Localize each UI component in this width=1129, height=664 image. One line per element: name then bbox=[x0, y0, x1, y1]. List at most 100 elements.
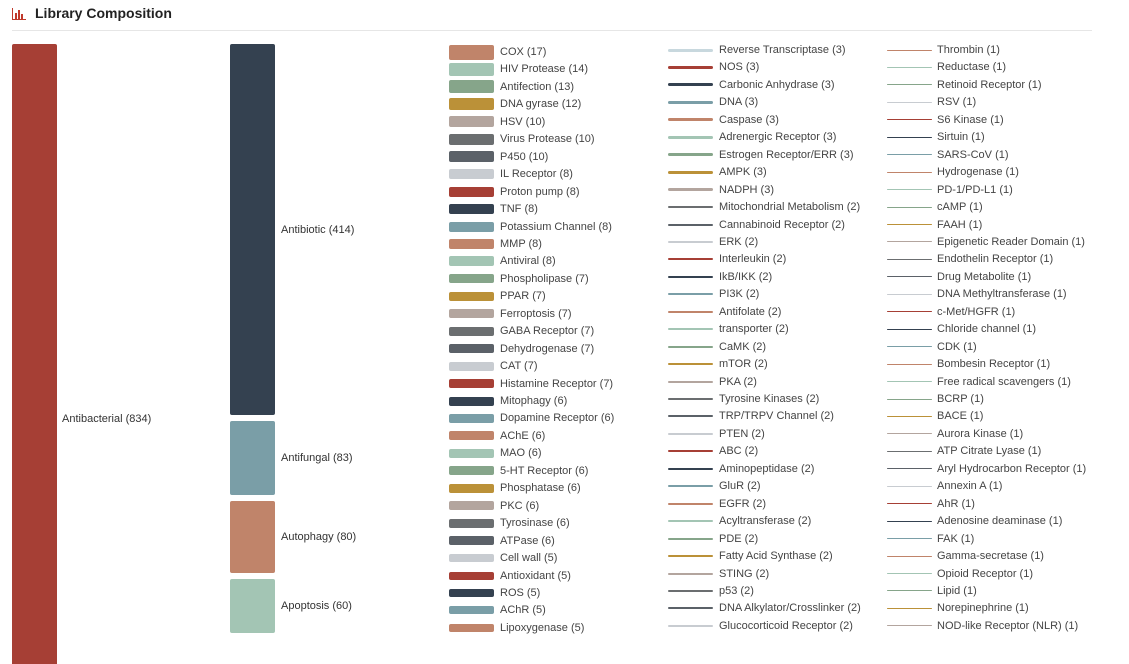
level3-swatch bbox=[449, 518, 494, 528]
level4-label: DNA Alkylator/Crosslinker (2) bbox=[719, 602, 861, 615]
level3-swatch bbox=[449, 133, 494, 145]
level3-label: Tyrosinase (6) bbox=[500, 517, 570, 530]
level5-label: BACE (1) bbox=[937, 410, 984, 423]
level4-swatch bbox=[668, 432, 713, 435]
level5-label: Bombesin Receptor (1) bbox=[937, 358, 1051, 371]
level3-swatch bbox=[449, 554, 494, 563]
level3-swatch bbox=[449, 501, 494, 511]
level4-swatch bbox=[668, 363, 713, 366]
level4-swatch bbox=[668, 398, 713, 400]
level3-label: Antiviral (8) bbox=[500, 255, 556, 268]
level3-swatch bbox=[449, 571, 494, 580]
level1-label: Antibacterial (834) bbox=[62, 413, 152, 425]
level4-swatch bbox=[668, 450, 713, 453]
level5-swatch bbox=[887, 468, 932, 470]
level4-label: p53 (2) bbox=[719, 584, 754, 597]
level4-swatch bbox=[668, 206, 713, 209]
level3-swatch bbox=[449, 413, 494, 423]
level3-swatch bbox=[449, 44, 494, 60]
level3-swatch bbox=[449, 379, 494, 389]
level5-swatch bbox=[887, 189, 932, 191]
level3-label: PKC (6) bbox=[500, 499, 540, 512]
level5-swatch bbox=[887, 136, 932, 138]
level4-swatch bbox=[668, 153, 713, 157]
level3-swatch bbox=[449, 256, 494, 267]
level4-label: EGFR (2) bbox=[719, 497, 767, 510]
level3-swatch bbox=[449, 536, 494, 546]
level4-label: TRP/TRPV Channel (2) bbox=[719, 410, 834, 423]
level4-swatch bbox=[668, 485, 713, 488]
level5-swatch bbox=[887, 206, 932, 208]
level5-swatch bbox=[887, 84, 932, 86]
level3-label: HIV Protease (14) bbox=[500, 63, 589, 76]
level4-label: NADPH (3) bbox=[719, 183, 775, 196]
level3-swatch bbox=[449, 116, 494, 128]
level4-label: AMPK (3) bbox=[719, 166, 767, 179]
level3-swatch bbox=[449, 80, 494, 94]
level5-label: Lipid (1) bbox=[937, 584, 977, 597]
level3-swatch bbox=[449, 309, 494, 319]
level4-swatch bbox=[668, 223, 713, 226]
level5-label: S6 Kinase (1) bbox=[937, 113, 1004, 126]
level5-swatch bbox=[887, 520, 932, 522]
level5-swatch bbox=[887, 101, 932, 103]
level5-swatch bbox=[887, 293, 932, 295]
level4-label: PDE (2) bbox=[719, 532, 759, 545]
level3-swatch bbox=[449, 169, 494, 180]
level4-swatch bbox=[668, 170, 713, 174]
chart-title: Library Composition bbox=[35, 5, 172, 21]
level5-label: Retinoid Receptor (1) bbox=[937, 78, 1042, 91]
level4-swatch bbox=[668, 607, 713, 610]
level3-swatch bbox=[449, 466, 494, 476]
level3-label: Virus Protease (10) bbox=[500, 133, 595, 146]
level4-swatch bbox=[668, 100, 713, 104]
level4-swatch bbox=[668, 65, 713, 69]
level3-swatch bbox=[449, 448, 494, 458]
level5-swatch bbox=[887, 433, 932, 435]
level5-label: Drug Metabolite (1) bbox=[937, 270, 1032, 283]
level5-label: Hydrogenase (1) bbox=[937, 166, 1019, 179]
level3-swatch bbox=[449, 326, 494, 336]
level5-swatch bbox=[887, 328, 932, 330]
level3-label: Mitophagy (6) bbox=[500, 395, 568, 407]
library-composition-chart: Antibacterial (834) Antibiotic (414) Antif… bbox=[12, 44, 1086, 664]
level5-label: Epigenetic Reader Domain (1) bbox=[937, 235, 1085, 248]
level4-swatch bbox=[668, 572, 713, 575]
level5-swatch bbox=[887, 49, 932, 51]
level3-label: PPAR (7) bbox=[500, 290, 546, 303]
level4-label: Antifolate (2) bbox=[719, 305, 782, 318]
level3-swatch bbox=[449, 483, 494, 493]
level4-label: Glucocorticoid Receptor (2) bbox=[719, 619, 853, 632]
level5-swatch bbox=[887, 224, 932, 225]
level5-swatch bbox=[887, 590, 932, 592]
level5-swatch bbox=[887, 450, 932, 452]
level5-label: AhR (1) bbox=[937, 497, 975, 510]
level4-label: Mitochondrial Metabolism (2) bbox=[719, 201, 861, 214]
level4-swatch bbox=[668, 467, 713, 470]
level5-label: ATP Citrate Lyase (1) bbox=[937, 445, 1042, 458]
level5-label: Sirtuin (1) bbox=[937, 131, 985, 144]
level5-label: PD-1/PD-L1 (1) bbox=[937, 183, 1013, 196]
level5-label: Norepinephrine (1) bbox=[937, 602, 1029, 615]
level4-label: DNA (3) bbox=[719, 96, 759, 109]
level4-label: Interleukin (2) bbox=[719, 253, 787, 266]
level5-swatch bbox=[887, 555, 932, 557]
level5-label: Thrombin (1) bbox=[937, 44, 1000, 56]
level1-bar bbox=[12, 44, 57, 664]
level5-swatch bbox=[887, 154, 932, 156]
level3-label: Phosphatase (6) bbox=[500, 482, 581, 495]
level3-label: Dopamine Receptor (6) bbox=[500, 412, 615, 425]
level3-label: Ferroptosis (7) bbox=[500, 307, 572, 320]
level5-swatch bbox=[887, 415, 932, 417]
level5-label: Aurora Kinase (1) bbox=[937, 427, 1024, 440]
level4-label: Fatty Acid Synthase (2) bbox=[719, 550, 833, 563]
level3-swatch bbox=[449, 221, 494, 232]
level4-swatch bbox=[668, 624, 713, 627]
level5-swatch bbox=[887, 258, 932, 260]
level3-label: MMP (8) bbox=[500, 237, 542, 250]
level3-swatch bbox=[449, 361, 494, 371]
level4-label: Caspase (3) bbox=[719, 113, 779, 126]
level5-swatch bbox=[887, 503, 932, 505]
level3-label: Lipoxygenase (5) bbox=[500, 621, 585, 634]
level4-label: Adrenergic Receptor (3) bbox=[719, 131, 837, 144]
